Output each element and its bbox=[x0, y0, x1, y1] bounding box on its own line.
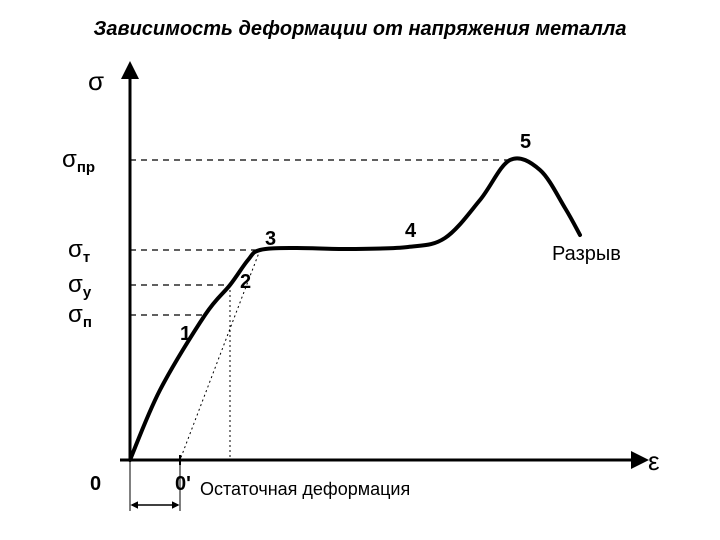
y-axis-label: σ bbox=[88, 66, 104, 96]
curve-point-label: 5 bbox=[520, 131, 531, 153]
annotation-text: Остаточная деформация bbox=[200, 479, 410, 499]
o-prime-label: 0' bbox=[175, 473, 191, 495]
stress-strain-chart: σεσпрσтσуσп00'12345РазрывОстаточная дефо… bbox=[0, 0, 720, 540]
curve-point-label: 2 bbox=[240, 271, 251, 293]
y-tick-label: σпр bbox=[62, 146, 95, 176]
y-tick-label: σт bbox=[68, 236, 90, 266]
x-axis-label: ε bbox=[648, 446, 660, 476]
curve-point-label: 3 bbox=[265, 228, 276, 250]
origin-label: 0 bbox=[90, 473, 101, 495]
curve-point-label: 4 bbox=[405, 220, 417, 242]
curve-point-label: 1 bbox=[180, 323, 191, 345]
annotation-text: Разрыв bbox=[552, 243, 621, 265]
y-tick-label: σп bbox=[68, 301, 92, 331]
y-tick-label: σу bbox=[68, 271, 92, 301]
